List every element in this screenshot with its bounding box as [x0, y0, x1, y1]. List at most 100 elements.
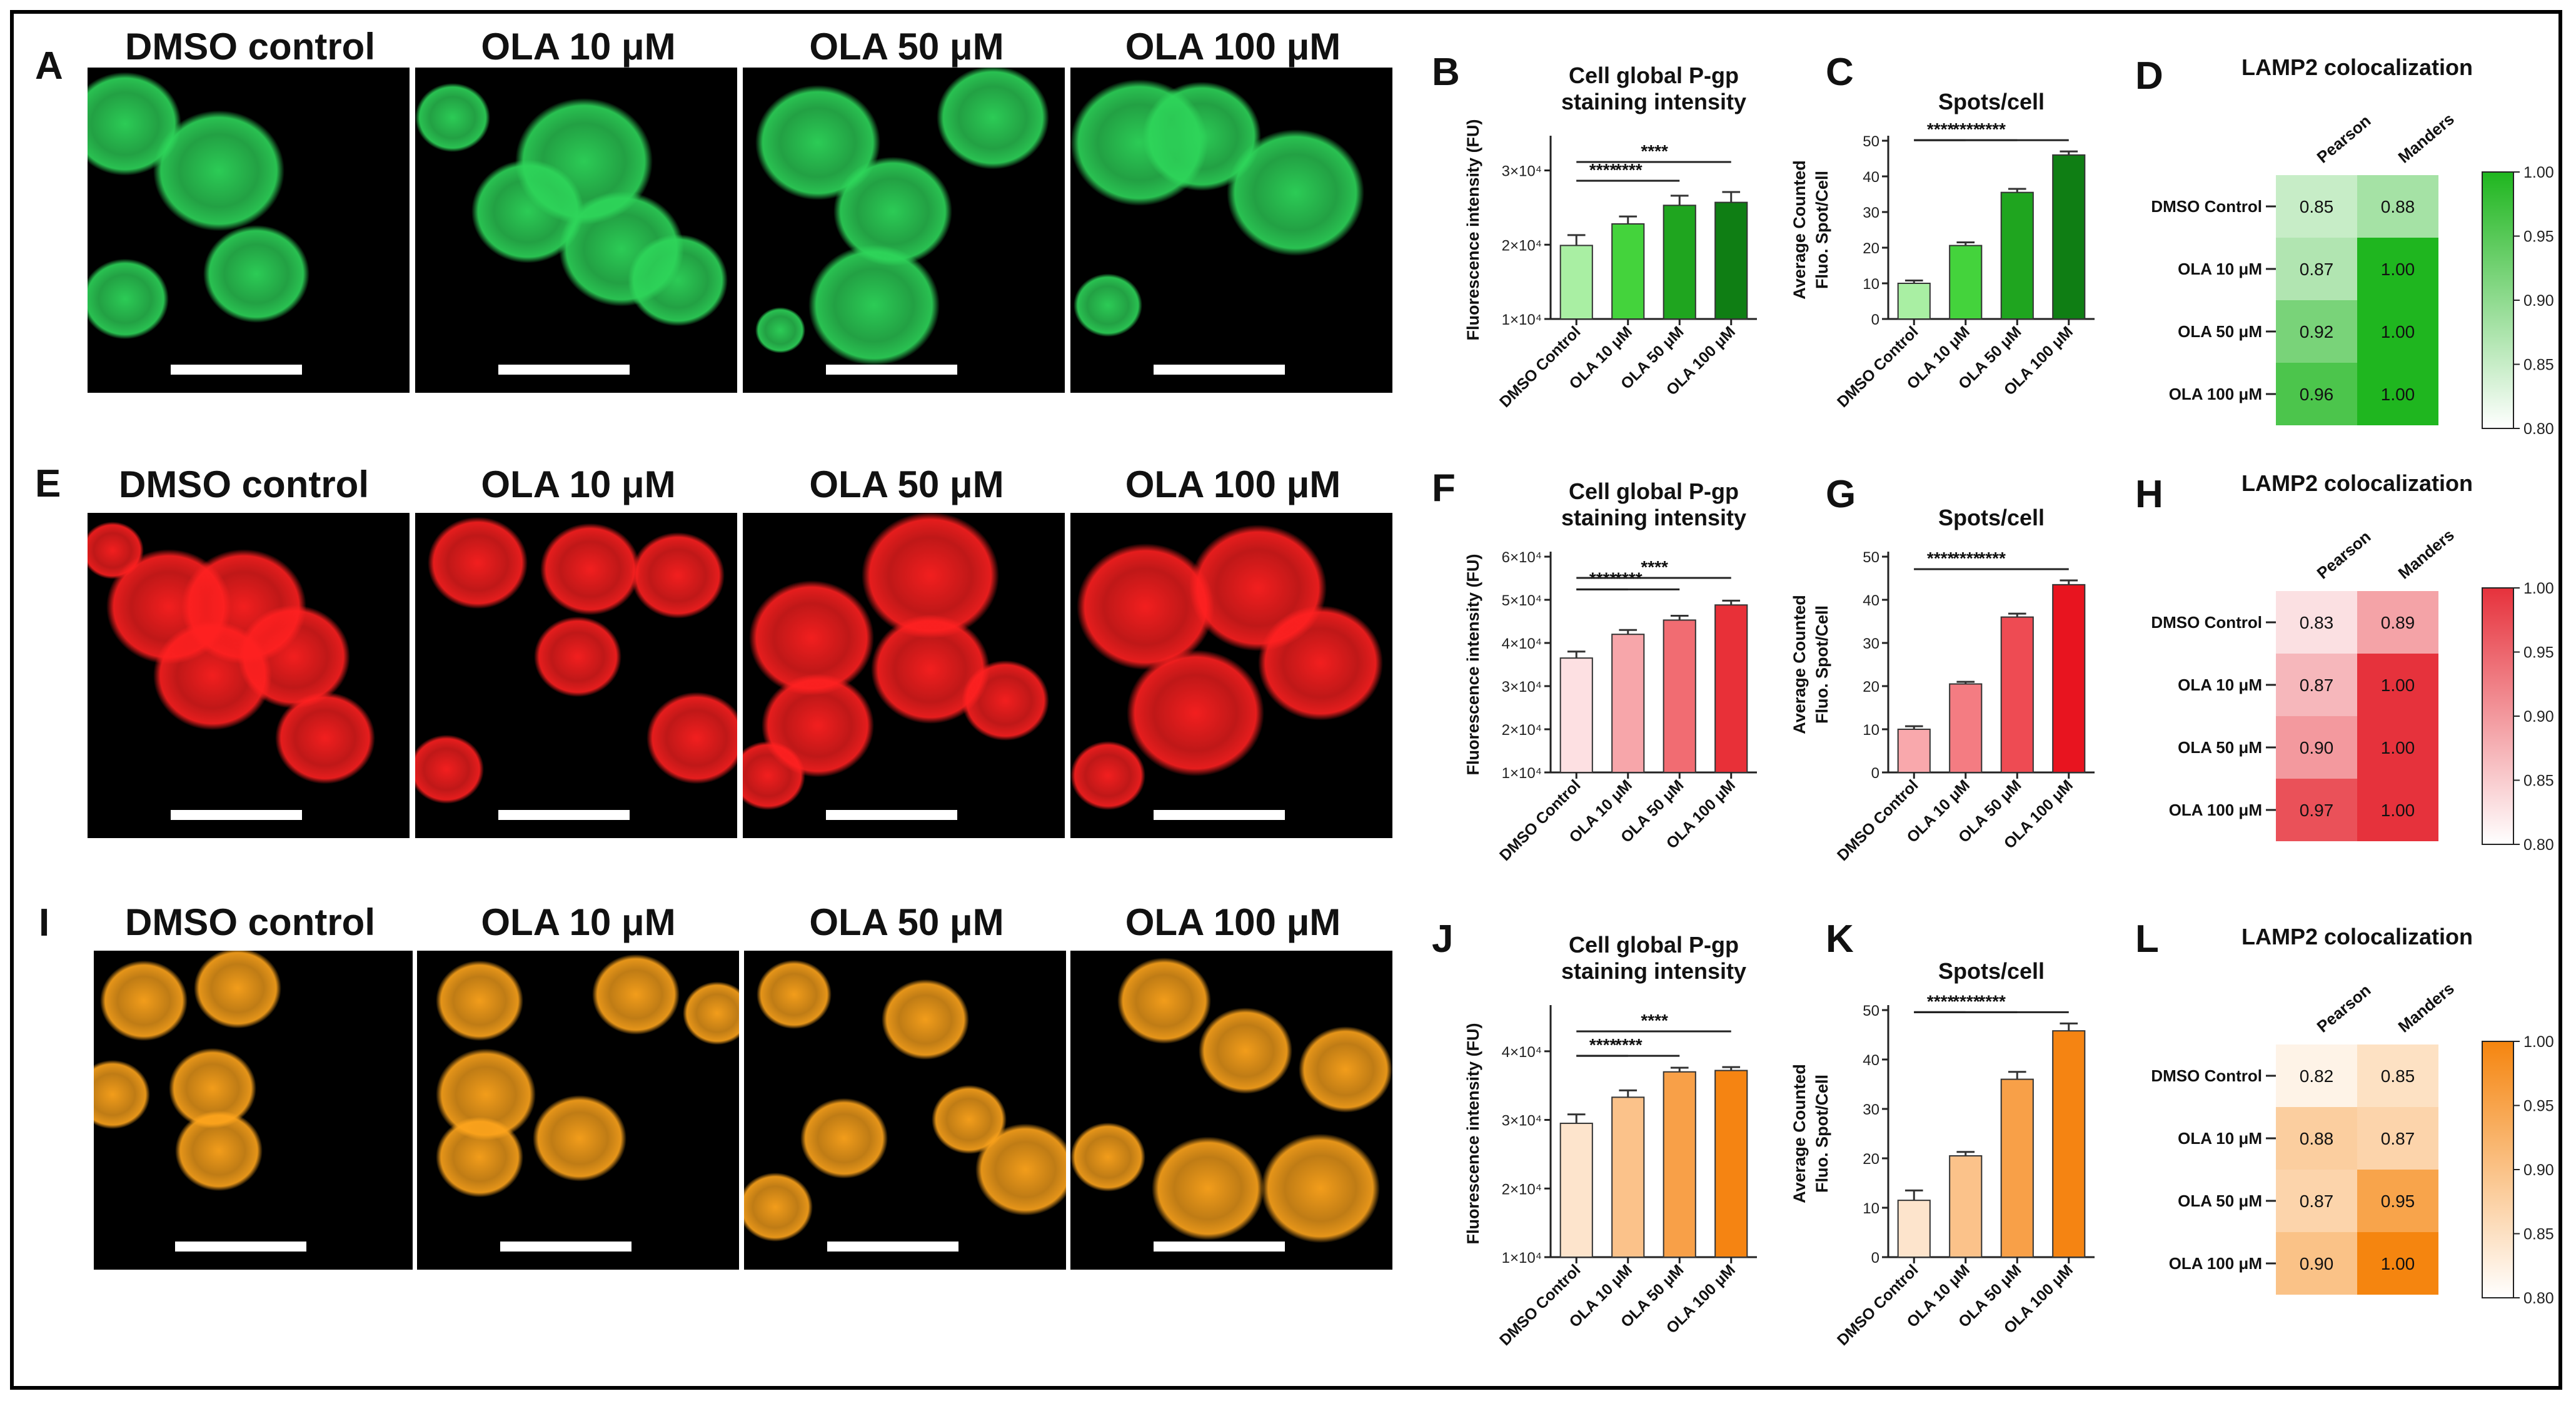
heatmap-value: 0.89 [2381, 613, 2415, 632]
heatmap-cell [2276, 1170, 2357, 1232]
heatmap-row-label: OLA 100 μM [2169, 1254, 2262, 1273]
micrograph-title-ola50-row3: OLA 50 μM [809, 901, 1004, 943]
micrograph-green-ola50 [743, 68, 1065, 393]
heatmap-value: 0.97 [2300, 801, 2334, 820]
bar [1559, 245, 1593, 320]
y-tick-label: 4×10⁴ [1502, 635, 1542, 652]
bar [1897, 729, 1931, 773]
micrograph-cells [1070, 524, 1383, 811]
significance-label: **** [1640, 141, 1668, 161]
heatmap-cell [2276, 1232, 2357, 1295]
bar [1714, 1070, 1748, 1258]
color-scale-label: 0.95 [2523, 228, 2554, 246]
x-tick-label: DMSO Control [1496, 1261, 1584, 1349]
y-tick-label: 0 [1871, 1250, 1879, 1267]
micrograph-cells [1070, 79, 1364, 337]
micrograph-cells [744, 959, 1066, 1242]
heatmap-row-label: OLA 10 μM [2178, 1129, 2262, 1148]
chart-title: Cell global P-gp [1569, 63, 1739, 88]
heatmap-column-label: Pearson [2313, 111, 2375, 167]
heatmap-value: 1.00 [2381, 322, 2415, 341]
heatmap-cell [2276, 716, 2357, 779]
bar [2000, 1078, 2034, 1258]
micrograph-red-ola10 [415, 513, 737, 838]
cell [744, 1172, 813, 1242]
micrograph-title-ola100-row2: OLA 100 μM [1125, 463, 1341, 505]
color-scale-bar [2482, 587, 2514, 845]
micrograph-title-dmso-row3: DMSO control [125, 901, 375, 943]
color-scale-label: 0.85 [2523, 1226, 2554, 1243]
y-axis-label: Average Counted [1790, 595, 1809, 734]
bar [1949, 683, 1983, 773]
scale-bar [498, 365, 630, 375]
heatmap-cell [2357, 175, 2438, 238]
heatmap-row-label: DMSO Control [2151, 197, 2262, 216]
significance-label: **** [1978, 991, 2006, 1011]
y-axis-label: Fluo. Spot/Cell [1813, 605, 1831, 724]
y-tick-label: 2×10⁴ [1502, 1181, 1542, 1198]
chart-title: Spots/cell [1938, 958, 2045, 984]
cell [415, 734, 484, 804]
cell [631, 532, 725, 619]
cell [749, 580, 874, 695]
heatmap-cell [2276, 779, 2357, 841]
y-tick-label: 50 [1863, 133, 1879, 150]
heatmap-value: 1.00 [2381, 1254, 2415, 1273]
color-scale-label: 0.90 [2523, 1161, 2554, 1179]
cell [1199, 1008, 1292, 1094]
y-tick-label: 1×10⁴ [1502, 311, 1542, 328]
bar [1611, 1096, 1645, 1258]
cell [415, 83, 490, 153]
scale-bar [500, 1242, 631, 1252]
significance-label: **** [1589, 160, 1617, 180]
scale-bar [827, 1242, 958, 1252]
chart-title: Cell global P-gp [1569, 932, 1739, 958]
heatmap-value: 0.87 [2300, 1191, 2334, 1211]
y-tick-label: 40 [1863, 1052, 1879, 1069]
color-scale-label: 0.80 [2523, 420, 2554, 438]
heatmap-cell [2357, 654, 2438, 716]
heatmap-value: 0.87 [2381, 1129, 2415, 1148]
heatmap-cell [2276, 238, 2357, 300]
chart-G-spots-per-cell: Spots/cell 0 10 20 30 40 50 Average Counted Fluo… [1790, 505, 2095, 864]
heatmap-column-label: Pearson [2313, 981, 2375, 1036]
scale-bar [175, 1242, 306, 1252]
micrograph-title-ola10-row3: OLA 10 μM [481, 901, 676, 943]
micrograph-red-ola50 [743, 513, 1065, 838]
cell [962, 660, 1049, 741]
heatmap-column-label: Manders [2395, 525, 2458, 583]
cell [194, 951, 281, 1029]
x-tick-label: DMSO Control [1496, 776, 1584, 864]
bar [1663, 205, 1696, 320]
scale-bar [1153, 1242, 1285, 1252]
bar [2000, 191, 2034, 320]
heatmap-L-lamp2: LAMP2 colocalization Pearson Manders DMSO C… [2151, 924, 2554, 1307]
cell [1070, 1122, 1145, 1192]
bar [2052, 154, 2086, 320]
micrograph-title-ola10-row2: OLA 10 μM [481, 463, 676, 505]
color-scale-label: 0.85 [2523, 772, 2554, 790]
micrograph-cells [415, 517, 737, 804]
y-axis-label: Fluo. Spot/Cell [1813, 1075, 1831, 1193]
cell [100, 960, 188, 1041]
cell [203, 225, 309, 323]
y-tick-label: 3×10⁴ [1502, 163, 1542, 180]
cell [800, 1098, 888, 1179]
y-tick-label: 2×10⁴ [1502, 722, 1542, 739]
panel-label-L: L [2135, 918, 2159, 961]
x-tick-label: DMSO Control [1834, 1261, 1922, 1349]
cell [88, 522, 144, 579]
heatmap-value: 1.00 [2381, 801, 2415, 820]
significance-label: **** [1978, 549, 2006, 568]
heatmap-value: 0.88 [2300, 1129, 2334, 1148]
heatmap-value: 0.83 [2300, 613, 2334, 632]
panel-label-K: K [1826, 918, 1854, 961]
micrograph-red-ola100 [1070, 513, 1392, 838]
color-scale-label: 0.80 [2523, 1290, 2554, 1307]
y-axis-label: Fluorescence intensity (FU) [1464, 119, 1482, 340]
bar [2052, 584, 2086, 773]
micrograph-green-dmso [88, 68, 410, 393]
x-tick-label: DMSO Control [1834, 776, 1922, 864]
cell [275, 692, 375, 784]
color-scale-label: 0.90 [2523, 292, 2554, 310]
